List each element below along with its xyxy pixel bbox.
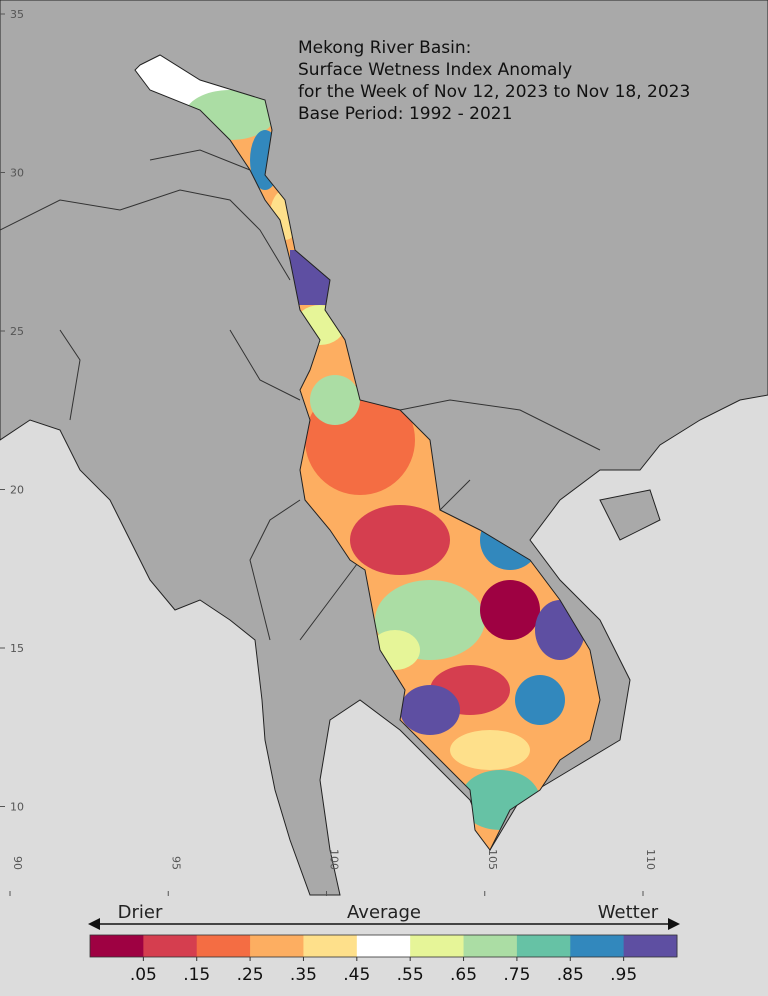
color-swatch xyxy=(410,935,465,957)
lon-label: 90 xyxy=(11,856,24,870)
legend-wetter: Wetter xyxy=(598,902,659,923)
patch xyxy=(515,675,565,725)
title-line: Surface Wetness Index Anomaly xyxy=(298,60,572,80)
colorbar-label: .65 xyxy=(450,965,477,985)
border xyxy=(0,149,601,641)
lat-label: 20 xyxy=(10,484,24,497)
color-swatch xyxy=(90,935,144,957)
patch xyxy=(310,375,360,425)
lat-label: 35 xyxy=(10,8,24,21)
patch xyxy=(480,580,540,640)
title-line: Mekong River Basin: xyxy=(298,38,471,58)
arrow-head xyxy=(668,918,680,930)
axes: 35 30 25 20 15 10 90 95 100 105 110 xyxy=(0,8,657,896)
patch xyxy=(400,685,460,735)
lat-label: 25 xyxy=(10,325,24,338)
colorbar-label: .85 xyxy=(557,965,584,985)
colorbar-label: .25 xyxy=(237,965,264,985)
title-line: for the Week of Nov 12, 2023 to Nov 18, … xyxy=(298,82,690,102)
island xyxy=(599,489,661,541)
lon-label: 100 xyxy=(328,849,341,870)
lon-label: 95 xyxy=(169,856,182,870)
title-line: Base Period: 1992 - 2021 xyxy=(298,104,512,124)
color-swatch xyxy=(623,935,678,957)
color-swatch xyxy=(143,935,198,957)
color-swatch xyxy=(570,935,625,957)
legend: Drier Average Wetter .05 .15 .25 .35 .45 .55.… xyxy=(88,902,680,985)
colorbar-label: .45 xyxy=(343,965,370,985)
colorbar-label: .55 xyxy=(397,965,424,985)
color-swatch xyxy=(463,935,518,957)
color-swatch xyxy=(303,935,358,957)
patch xyxy=(350,505,450,575)
colorbar-label: .35 xyxy=(290,965,317,985)
legend-average: Average xyxy=(347,902,421,923)
color-swatch xyxy=(356,935,411,957)
lon-label: 105 xyxy=(486,849,499,870)
patch xyxy=(450,730,530,770)
legend-drier: Drier xyxy=(118,902,163,923)
colorbar-label: .05 xyxy=(130,965,157,985)
lon-label: 110 xyxy=(644,849,657,870)
color-swatch xyxy=(250,935,304,957)
lat-label: 10 xyxy=(10,801,24,814)
arrow-head xyxy=(88,918,100,930)
color-swatch xyxy=(196,935,251,957)
title: Mekong River Basin:Surface Wetness Index… xyxy=(298,38,690,124)
colorbar-label: .75 xyxy=(503,965,530,985)
lat-label: 30 xyxy=(10,167,24,180)
colorbar-frame xyxy=(89,934,678,958)
colorbar-label: .95 xyxy=(610,965,637,985)
lat-label: 15 xyxy=(10,642,24,655)
color-swatch xyxy=(516,935,571,957)
colorbar-label: .15 xyxy=(183,965,210,985)
